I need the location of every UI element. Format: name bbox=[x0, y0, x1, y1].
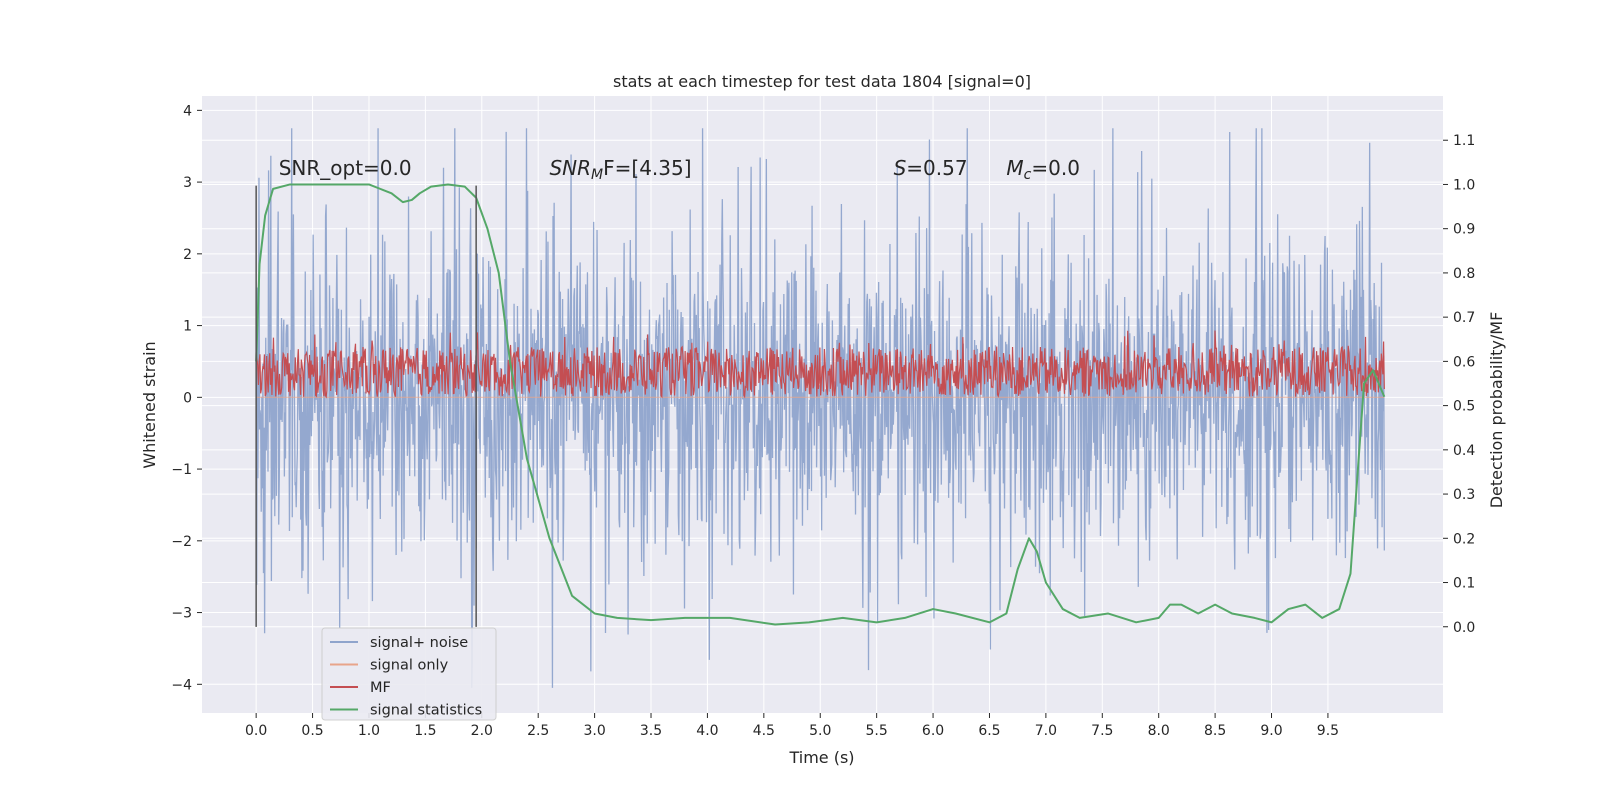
y2-axis-label: Detection probability/MF bbox=[1487, 312, 1506, 509]
y-tick-label: −4 bbox=[171, 677, 192, 693]
x-tick-label: 9.0 bbox=[1260, 723, 1282, 739]
series-mf bbox=[255, 330, 1385, 399]
y2-tick-label: 1.1 bbox=[1453, 133, 1475, 149]
x-tick-label: 7.5 bbox=[1091, 723, 1113, 739]
x-tick-label: 5.5 bbox=[866, 723, 888, 739]
x-tick-label: 3.0 bbox=[583, 723, 605, 739]
legend-box bbox=[321, 627, 497, 721]
x-tick-label: 0.5 bbox=[301, 723, 323, 739]
x-tick-label: 4.5 bbox=[753, 723, 775, 739]
y-tick-label: 0 bbox=[183, 390, 192, 406]
x-axis-ticks: 0.0 0.5 1.0 1.5 2.0 2.5 3.0 3.5 4.0 4.5 5.0 5.5 6.0 6… bbox=[245, 713, 1339, 739]
legend-label: signal+ noise bbox=[370, 635, 468, 651]
legend-label: signal only bbox=[370, 658, 449, 674]
x-axis-label: Time (s) bbox=[788, 748, 854, 767]
x-tick-label: 8.5 bbox=[1204, 723, 1226, 739]
chart-title: stats at each timestep for test data 180… bbox=[613, 72, 1031, 91]
y-tick-label: 3 bbox=[183, 175, 192, 191]
x-tick-label: 6.0 bbox=[922, 723, 944, 739]
y2-tick-label: 0.2 bbox=[1453, 531, 1475, 547]
legend-label: signal statistics bbox=[370, 703, 482, 719]
x-tick-label: 0.0 bbox=[245, 723, 267, 739]
y2-tick-label: 0.8 bbox=[1453, 266, 1475, 282]
y-tick-label: −3 bbox=[171, 606, 192, 622]
y2-tick-label: 0.7 bbox=[1453, 310, 1475, 326]
y-tick-label: −1 bbox=[171, 462, 192, 478]
x-tick-label: 6.5 bbox=[978, 723, 1000, 739]
y-axis-label: Whitened strain bbox=[140, 341, 159, 468]
x-tick-label: 4.0 bbox=[696, 723, 718, 739]
series-signal-statistics bbox=[255, 183, 1386, 626]
annotation: S=0.57 bbox=[894, 156, 968, 180]
y-tick-label: 2 bbox=[183, 247, 192, 263]
y-tick-label: −2 bbox=[171, 534, 192, 550]
y2-tick-label: 0.5 bbox=[1453, 399, 1475, 415]
y-tick-label: 1 bbox=[183, 319, 192, 335]
x-tick-label: 8.0 bbox=[1148, 723, 1170, 739]
annotation: SNRMF=[4.35] bbox=[549, 156, 691, 183]
y2-tick-label: 0.0 bbox=[1453, 620, 1475, 636]
y-tick-label: 4 bbox=[183, 103, 192, 119]
x-tick-label: 2.5 bbox=[527, 723, 549, 739]
x-tick-label: 9.5 bbox=[1317, 723, 1339, 739]
legend-label: MF bbox=[370, 680, 391, 696]
x-tick-label: 3.5 bbox=[640, 723, 662, 739]
y2-tick-label: 0.3 bbox=[1453, 487, 1475, 503]
x-tick-label: 5.0 bbox=[809, 723, 831, 739]
annotation: SNR_opt=0.0 bbox=[279, 156, 412, 180]
annotations: SNR_opt=0.0 SNRMF=[4.35] S=0.57 Mc=0.0 bbox=[279, 156, 1080, 183]
y2-tick-label: 0.6 bbox=[1453, 354, 1475, 370]
y-axis-ticks: 4 3 2 1 0 −1 −2 −3 −4 bbox=[171, 103, 202, 693]
legend: signal+ noise signal only MF signal statist… bbox=[321, 627, 497, 721]
annotation: Mc=0.0 bbox=[1006, 156, 1080, 183]
y2-tick-label: 0.9 bbox=[1453, 222, 1475, 238]
x-tick-label: 7.0 bbox=[1035, 723, 1057, 739]
plot-series bbox=[255, 128, 1386, 688]
series-signal-noise bbox=[255, 128, 1385, 688]
y2-tick-label: 0.1 bbox=[1453, 576, 1475, 592]
x-tick-label: 1.5 bbox=[414, 723, 436, 739]
x-tick-label: 1.0 bbox=[358, 723, 380, 739]
x-tick-label: 2.0 bbox=[471, 723, 493, 739]
y2-axis-ticks: 1.1 1.0 0.9 0.8 0.7 0.6 0.5 0.4 0.3 0.2 0.1 0.0 bbox=[1443, 133, 1475, 636]
y2-tick-label: 0.4 bbox=[1453, 443, 1475, 459]
y2-tick-label: 1.0 bbox=[1453, 177, 1475, 193]
window-markers bbox=[255, 185, 477, 627]
